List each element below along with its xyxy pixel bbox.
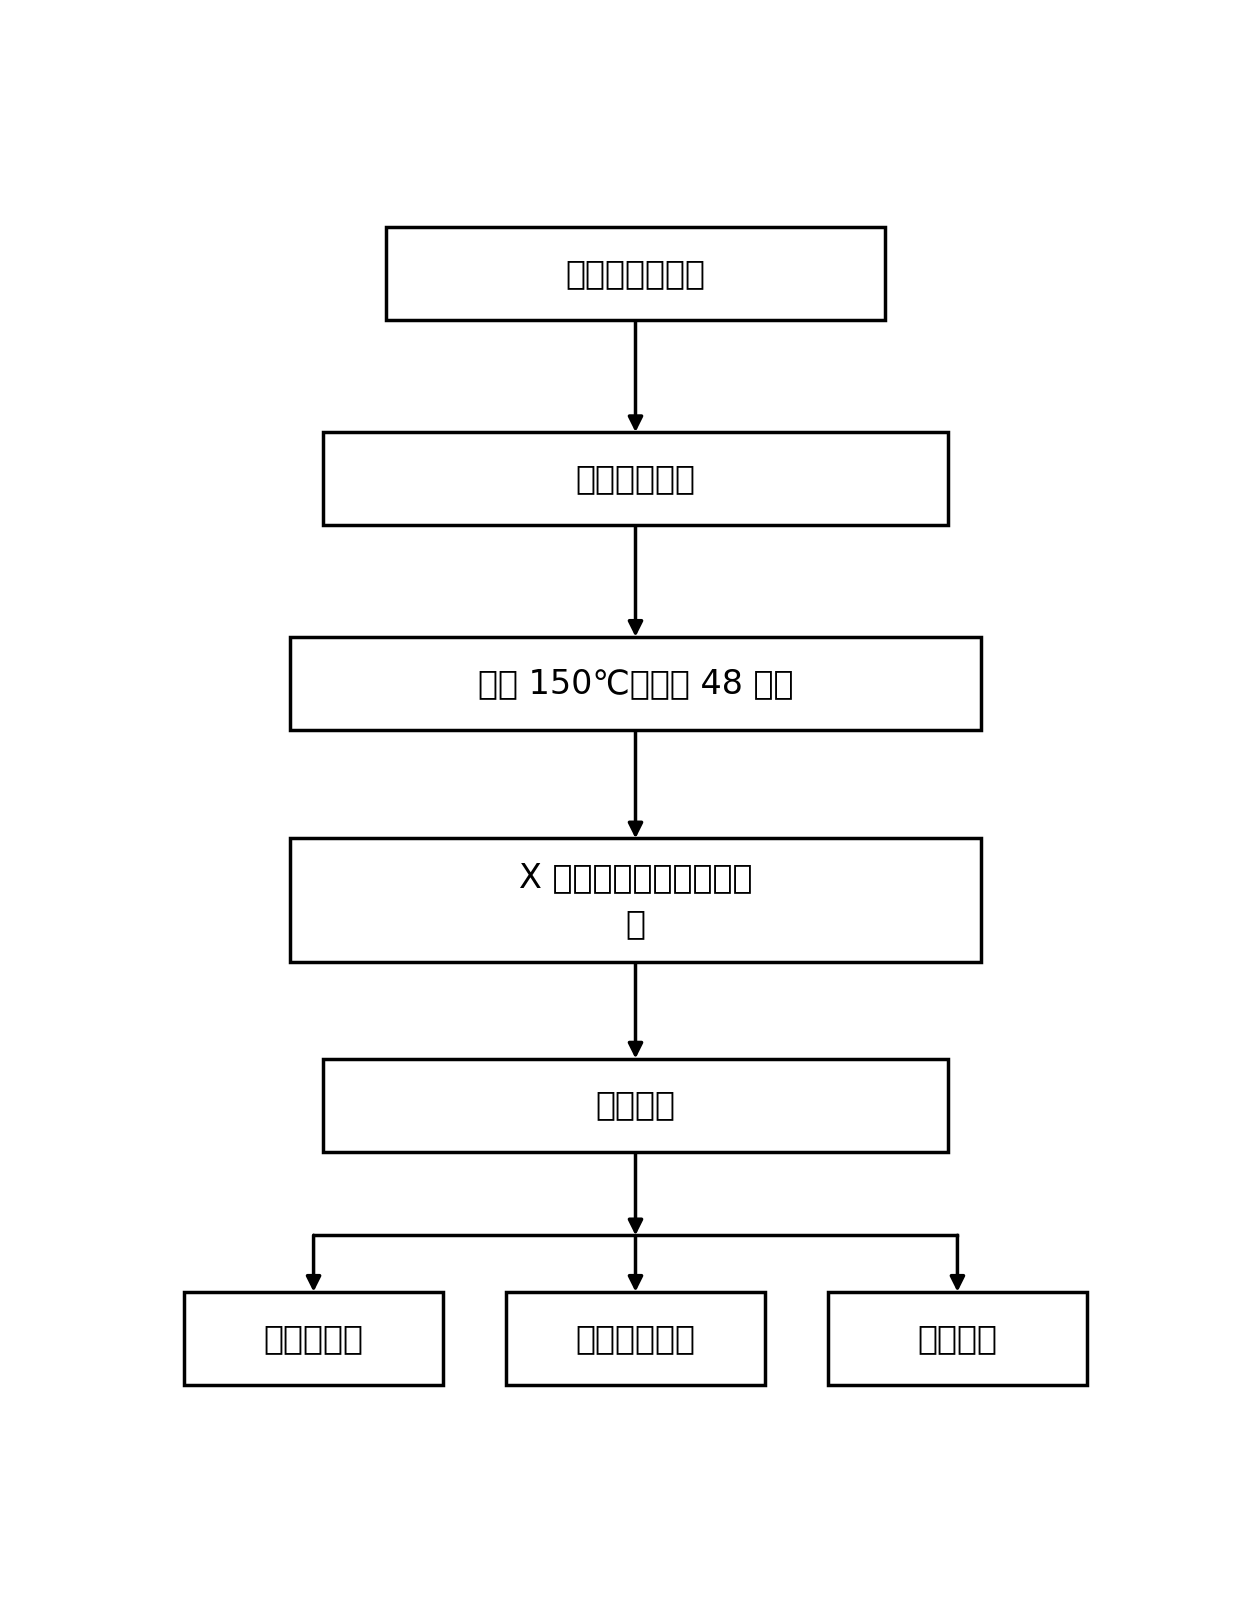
Bar (184, 1292, 444, 1385)
Bar (290, 636, 982, 730)
Bar (324, 1058, 947, 1152)
Text: 对实验进行取样: 对实验进行取样 (565, 258, 706, 290)
Bar (324, 432, 947, 525)
Text: 铜试片的准备: 铜试片的准备 (575, 462, 696, 495)
Text: X 荧光测试铜试片的硫含
量: X 荧光测试铜试片的硫含 量 (518, 860, 753, 939)
Text: 加热 150℃，恒温 48 小时: 加热 150℃，恒温 48 小时 (477, 667, 794, 699)
Text: 结果判断: 结果判断 (595, 1089, 676, 1121)
Bar (386, 227, 885, 321)
Text: 腐蚀性硫: 腐蚀性硫 (918, 1321, 997, 1355)
Bar (828, 1292, 1087, 1385)
Text: 无腐蚀性硫: 无腐蚀性硫 (264, 1321, 363, 1355)
Text: 腐蚀性硫风险: 腐蚀性硫风险 (575, 1321, 696, 1355)
Bar (506, 1292, 765, 1385)
Bar (290, 838, 982, 962)
